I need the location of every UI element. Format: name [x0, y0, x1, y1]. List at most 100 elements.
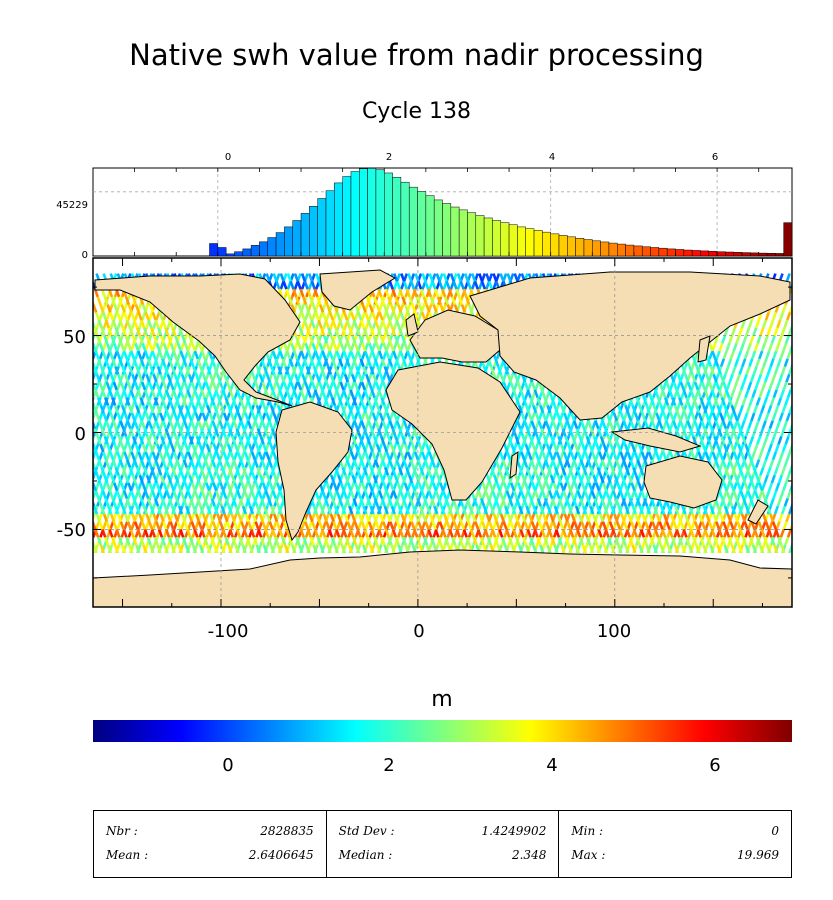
swh-track-segment [275, 280, 281, 290]
swh-track-segment [417, 311, 423, 321]
swh-track-segment [215, 490, 221, 499]
swh-track-segment [65, 405, 68, 413]
swh-track-segment [47, 452, 50, 460]
swh-track-segment [169, 521, 175, 530]
swh-track-segment [420, 490, 426, 499]
swh-track-segment [80, 367, 83, 375]
hist-bar [325, 190, 335, 257]
swh-track-segment [357, 521, 363, 530]
swh-track-segment [158, 451, 164, 461]
swh-track-segment [93, 366, 99, 375]
swh-track-segment [419, 505, 425, 515]
swh-track-segment [306, 389, 312, 399]
swh-track-segment [130, 381, 136, 391]
swh-track-segment [104, 459, 110, 468]
hist-bar [375, 169, 385, 257]
swh-track-segment [111, 459, 118, 468]
swh-track-segment [351, 335, 357, 344]
swh-track-segment [73, 467, 76, 475]
swh-track-segment [307, 381, 313, 391]
swh-track-segment [222, 490, 228, 499]
swh-track-segment [83, 498, 86, 506]
swh-track-segment [71, 553, 74, 561]
swh-track-segment [119, 451, 125, 461]
swh-track-segment [30, 529, 33, 537]
hist-bar [250, 245, 260, 257]
swh-track-segment [206, 366, 212, 375]
swh-track-segment [146, 358, 153, 368]
swh-track-segment [65, 483, 68, 491]
swh-track-segment [278, 350, 285, 360]
swh-track-segment [158, 381, 164, 391]
swh-track-segment [213, 544, 219, 554]
swh-track-segment [396, 451, 402, 461]
swh-track-segment [265, 521, 271, 530]
swh-track-segment [182, 459, 188, 468]
swh-track-segment [391, 466, 397, 476]
swh-track-segment [400, 513, 406, 523]
swh-track-segment [137, 311, 143, 321]
hist-bar [392, 176, 402, 257]
swh-track-segment [38, 545, 41, 553]
swh-track-segment [49, 460, 52, 468]
swh-track-segment [152, 373, 158, 383]
swh-track-segment [65, 429, 68, 437]
swh-track-segment [15, 305, 18, 313]
swh-track-segment [362, 466, 368, 476]
swh-track-segment [321, 381, 327, 391]
swh-track-segment [300, 521, 306, 530]
swh-track-segment [111, 358, 117, 368]
swh-track-segment [3, 390, 6, 398]
swh-track-segment [365, 373, 371, 383]
hist-bar [758, 252, 768, 257]
swh-track-segment [240, 521, 246, 530]
swh-track-segment [151, 381, 157, 391]
swh-track-segment [116, 412, 122, 422]
swh-track-segment [188, 335, 194, 344]
swh-track-segment [344, 397, 351, 406]
swh-track-segment [295, 397, 301, 406]
swh-track-segment [45, 367, 48, 375]
swh-track-segment [288, 536, 294, 546]
swh-track-segment [102, 451, 108, 461]
figure: 0 2 4 6 0 45229 [0, 152, 793, 776]
swh-track-segment [168, 459, 174, 468]
swh-track-segment [25, 491, 28, 499]
swh-track-segment [180, 513, 186, 523]
swh-track-segment [52, 367, 55, 375]
swh-track-segment [323, 296, 329, 305]
swh-track-segment [98, 311, 104, 321]
swh-track-segment [93, 379, 94, 382]
swh-track-segment [248, 544, 254, 554]
swh-track-segment [304, 342, 310, 352]
swh-track-segment [378, 521, 384, 530]
swh-track-segment [39, 522, 42, 530]
swh-track-segment [345, 497, 351, 507]
swh-track-segment [76, 460, 79, 468]
swh-track-segment [60, 483, 63, 491]
swh-track-segment [354, 544, 361, 554]
swh-track-segment [13, 359, 16, 367]
swh-track-segment [0, 421, 3, 429]
swh-track-segment [9, 367, 12, 375]
swh-track-segment [113, 304, 119, 313]
swh-track-segment [220, 544, 226, 554]
swh-track-segment [52, 289, 55, 297]
swh-track-segment [317, 497, 323, 507]
swh-track-segment [134, 443, 140, 453]
swh-track-segment [79, 444, 82, 452]
swh-track-segment [240, 482, 246, 492]
swh-track-segment [78, 374, 81, 382]
swh-track-segment [105, 521, 111, 530]
swh-track-segment [65, 545, 68, 553]
swh-track-segment [318, 342, 324, 352]
swh-track-segment [107, 466, 113, 476]
swh-track-segment [44, 305, 47, 313]
swh-track-segment [328, 311, 335, 321]
swh-track-segment [389, 521, 395, 530]
swh-track-segment [73, 506, 76, 514]
swh-track-segment [225, 459, 231, 468]
swh-track-segment [32, 351, 35, 359]
swh-track-segment [69, 436, 72, 444]
swh-track-segment [133, 311, 140, 321]
